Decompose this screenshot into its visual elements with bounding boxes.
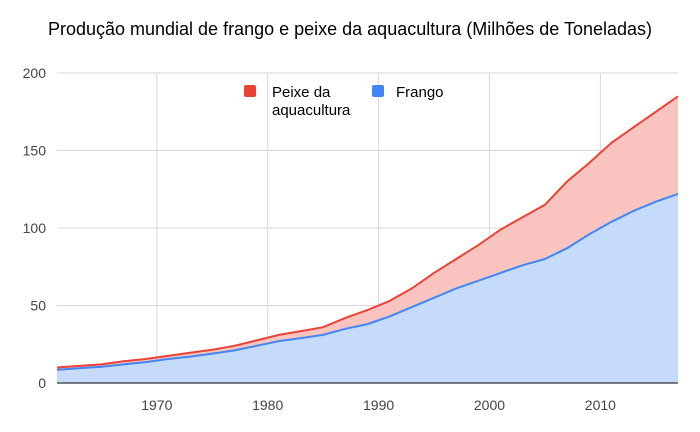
x-tick-label: 1980 <box>252 397 283 413</box>
chart-title: Produção mundial de frango e peixe da aq… <box>48 19 652 39</box>
line-frango <box>56 192 679 371</box>
area-frango <box>57 193 678 383</box>
y-tick-label: 50 <box>30 298 46 314</box>
legend-label-peixe-line1: Peixe da <box>272 84 331 101</box>
legend-swatch-peixe <box>244 85 256 97</box>
y-tick-label: 150 <box>23 143 47 159</box>
x-tick-label: 1970 <box>141 397 172 413</box>
legend: Peixe da aquacultura Frango <box>244 84 444 119</box>
legend-swatch-frango <box>372 85 384 97</box>
y-tick-label: 200 <box>23 65 47 81</box>
x-tick-label: 1990 <box>363 397 394 413</box>
y-tick-label: 100 <box>23 220 47 236</box>
x-tick-label: 2010 <box>585 397 616 413</box>
axes: 0 50 100 150 200 1970 1980 1990 2000 2010 <box>23 65 678 413</box>
legend-label-frango: Frango <box>396 84 444 101</box>
line-peixe <box>56 95 679 369</box>
legend-label-peixe: Peixe da aquacultura <box>272 84 351 119</box>
legend-label-peixe-line2: aquacultura <box>272 102 351 119</box>
x-tick-label: 2000 <box>474 397 505 413</box>
plot-area <box>56 95 679 383</box>
area-peixe <box>57 96 678 370</box>
y-tick-label: 0 <box>38 375 46 391</box>
